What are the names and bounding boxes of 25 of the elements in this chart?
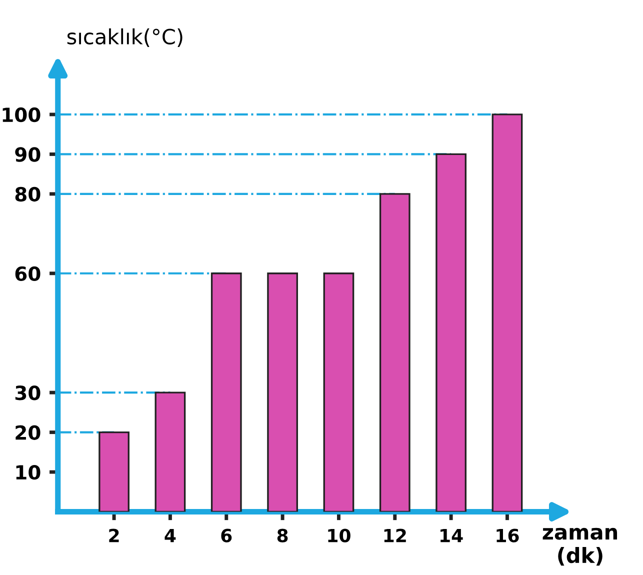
x-axis-title: zaman (dk) (542, 528, 618, 566)
y-tick-label: 80 (15, 186, 40, 202)
y-tick-label: 100 (2, 107, 40, 122)
bar (154, 392, 186, 512)
x-tick-label: 12 (384, 528, 406, 542)
y-axis-title: sıcaklık(°C) (67, 28, 182, 47)
y-tick-label: 10 (16, 464, 40, 480)
bar (267, 272, 298, 512)
x-tick-label: 16 (496, 528, 519, 542)
bar (379, 193, 410, 512)
y-tick-label: 60 (15, 266, 40, 282)
x-tick-label: 10 (328, 528, 350, 542)
y-tick-label: 30 (15, 386, 40, 400)
bar (210, 272, 242, 512)
x-tick-label: 2 (109, 528, 119, 542)
x-tick-label: 6 (221, 528, 232, 542)
y-tick-label: 90 (15, 147, 40, 162)
bar (98, 431, 130, 512)
bar (492, 114, 523, 512)
y-tick-label: 20 (16, 425, 40, 440)
x-tick-label: 4 (164, 528, 176, 542)
bar (323, 272, 354, 512)
x-tick-label: 14 (440, 528, 463, 542)
x-tick-label: 8 (277, 528, 288, 542)
bar (436, 153, 466, 512)
